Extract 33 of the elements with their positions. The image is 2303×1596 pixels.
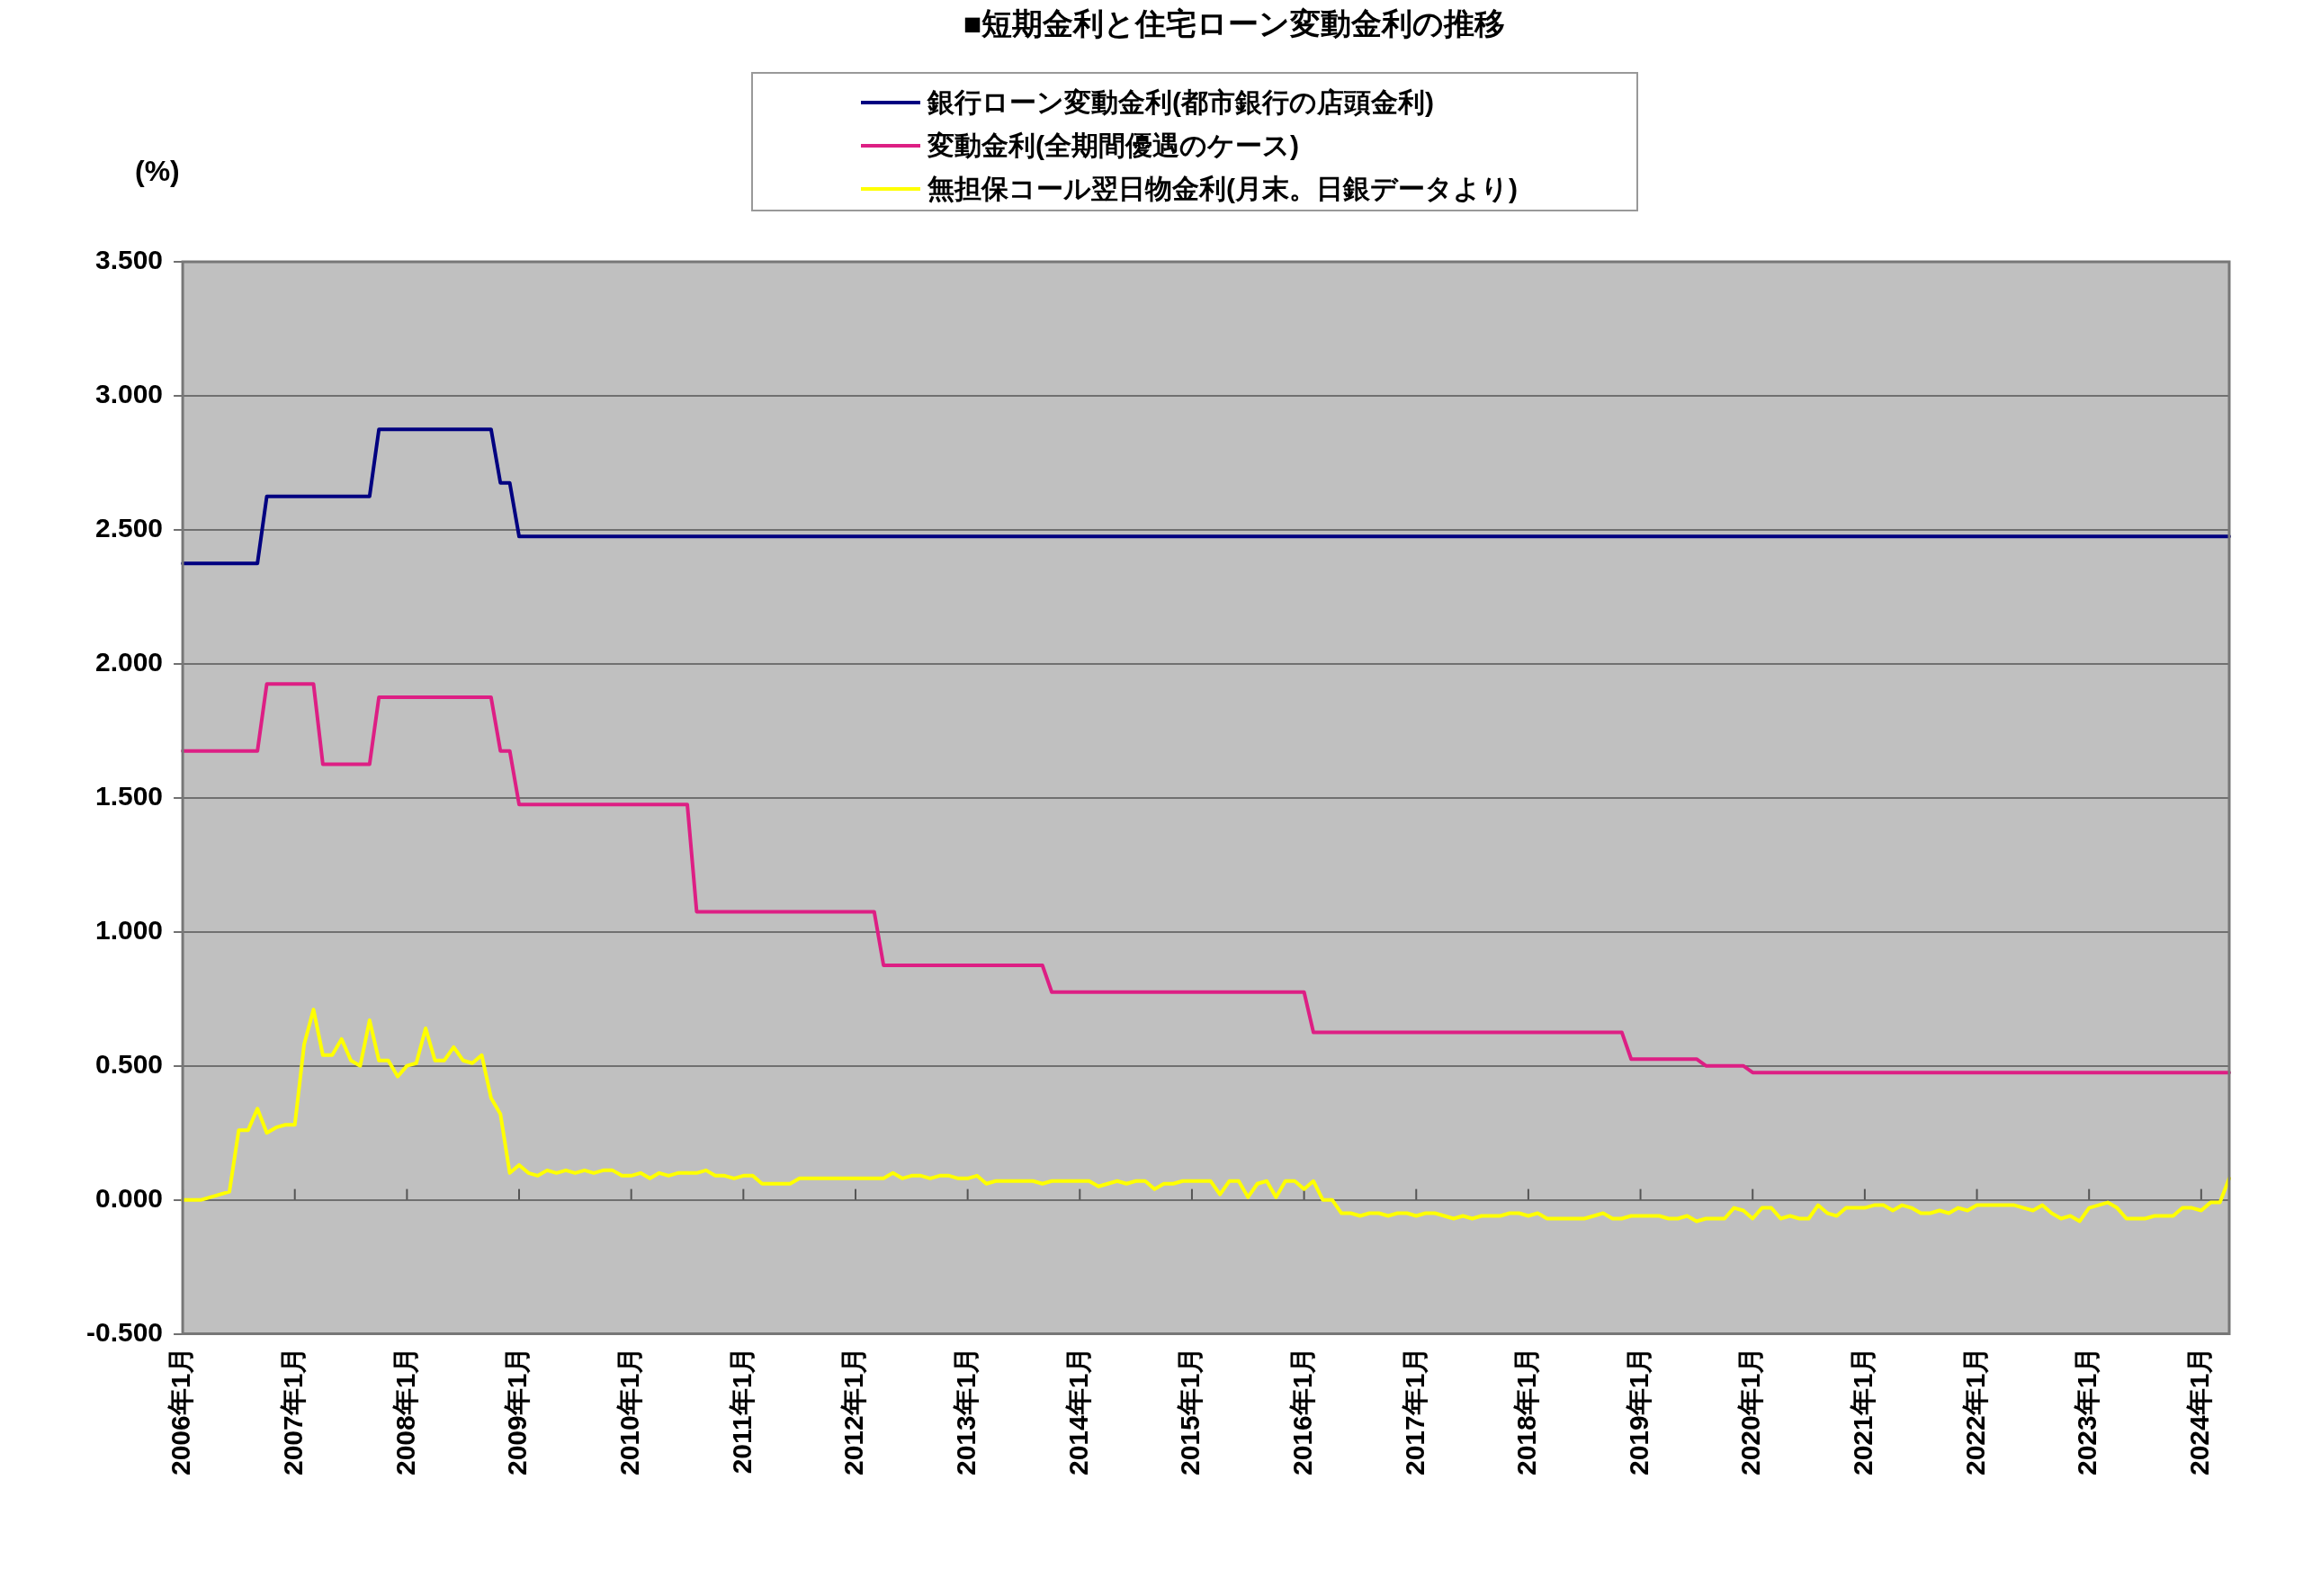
y-tick-label: 1.500	[94, 781, 164, 811]
x-tick-label: 2016年1月	[1286, 1346, 1317, 1476]
y-tick-label: 2.000	[94, 647, 164, 677]
y-tick-label: 1.000	[94, 915, 164, 945]
x-tick-label: 2014年1月	[1062, 1346, 1093, 1476]
x-tick-label: 2020年1月	[1735, 1346, 1766, 1476]
y-tick-label: 3.500	[94, 245, 164, 275]
x-tick-label: 2006年1月	[166, 1346, 196, 1476]
y-axis-title: (%)	[135, 155, 180, 188]
x-tick-label: 2021年1月	[1848, 1346, 1878, 1476]
x-tick-label: 2022年1月	[1959, 1346, 1990, 1476]
chart-title: ■短期金利と住宅ローン変動金利の推移	[962, 5, 1507, 42]
y-tick-label: 0.500	[94, 1048, 164, 1079]
y-tick-label: 0.000	[94, 1182, 164, 1213]
legend-label: 変動金利(全期間優遇のケース)	[927, 129, 1299, 162]
x-tick-label: 2017年1月	[1399, 1346, 1429, 1476]
x-tick-label: 2008年1月	[390, 1346, 420, 1476]
x-tick-label: 2009年1月	[502, 1346, 533, 1476]
x-tick-label: 2011年1月	[726, 1346, 757, 1475]
x-tick-label: 2015年1月	[1175, 1346, 1205, 1476]
x-tick-label: 2010年1月	[614, 1346, 644, 1476]
x-tick-label: 2012年1月	[838, 1346, 869, 1476]
x-tick-label: 2007年1月	[277, 1346, 308, 1476]
legend-label: 無担保コール翌日物金利(月末。日銀データより)	[927, 172, 1518, 205]
legend-label: 銀行ローン変動金利(都市銀行の店頭金利)	[927, 85, 1434, 119]
y-tick-label: 3.000	[94, 379, 164, 409]
x-tick-label: 2013年1月	[950, 1346, 981, 1476]
x-tick-label: 2018年1月	[1511, 1346, 1542, 1476]
x-tick-label: 2019年1月	[1623, 1346, 1653, 1476]
x-tick-label: 2024年1月	[2184, 1346, 2215, 1476]
y-tick-label: 2.500	[94, 513, 164, 543]
y-tick-label: -0.500	[85, 1316, 164, 1347]
x-tick-label: 2023年1月	[2072, 1346, 2102, 1476]
